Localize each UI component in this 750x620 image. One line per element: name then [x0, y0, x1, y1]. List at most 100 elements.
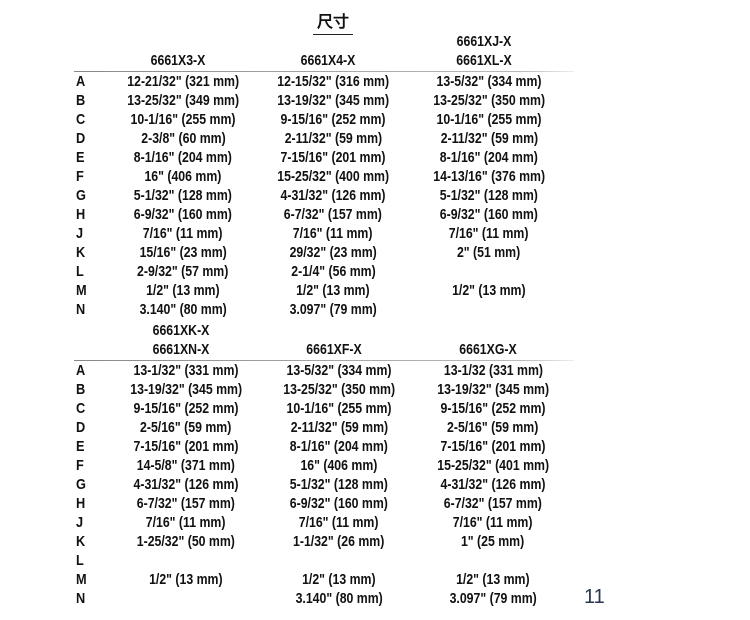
- dimension-cell: 2-5/16" (59 mm): [101, 418, 271, 437]
- row-label: D: [76, 130, 86, 147]
- dimension-value: 16" (406 mm): [300, 457, 378, 474]
- dimension-cell: 3.097" (79 mm): [248, 300, 418, 319]
- dimension-cell: 5-1/32" (128 mm): [98, 186, 268, 205]
- dimension-value: 3.097" (79 mm): [449, 590, 537, 607]
- dimension-cell: 1/2" (13 mm): [254, 570, 424, 589]
- dimension-cell: 10-1/16" (255 mm): [98, 110, 268, 129]
- dimension-value: 1/2" (13 mm): [146, 282, 220, 299]
- dimension-value: 7/16" (11 mm): [453, 514, 533, 531]
- dimension-value: 7/16" (11 mm): [143, 225, 223, 242]
- column-header-line: 6661X4-X: [300, 52, 356, 69]
- dimension-value: 9-15/16" (252 mm): [440, 400, 546, 417]
- dimension-cell: 1/2" (13 mm): [98, 281, 268, 300]
- dimension-cell: 15-25/32" (400 mm): [248, 167, 418, 186]
- table-row: E 7-15/16" (201 mm) 8-1/16" (204 mm) 7-15/1…: [74, 437, 574, 456]
- dimension-cell: 8-1/16" (204 mm): [404, 148, 574, 167]
- column-header-line: 6661XJ-X: [456, 33, 512, 50]
- dimension-cell: 6-9/32" (160 mm): [254, 494, 424, 513]
- dimension-cell: 1-1/32" (26 mm): [254, 532, 424, 551]
- column-header: 6661X3-X: [98, 51, 258, 70]
- dimension-cell: 2-11/32" (59 mm): [254, 418, 424, 437]
- dimension-value: 13-25/32" (350 mm): [283, 381, 395, 398]
- dimension-cell: 2-11/32" (59 mm): [404, 129, 574, 148]
- dimension-cell: [404, 262, 574, 281]
- dimension-value: 2-11/32" (59 mm): [440, 130, 538, 147]
- column-header: 6661XG-X: [408, 340, 568, 359]
- dimension-value: 5-1/32" (128 mm): [133, 187, 233, 204]
- column-header-line: 6661X3-X: [150, 52, 206, 69]
- dimension-cell: 13-25/32" (350 mm): [404, 91, 574, 110]
- dimension-cell: 1/2" (13 mm): [248, 281, 418, 300]
- dimension-value: 6-9/32" (160 mm): [133, 206, 233, 223]
- row-label: G: [76, 476, 86, 493]
- table-row: N 3.140" (80 mm) 3.097" (79 mm): [74, 589, 574, 608]
- dimension-cell: 1/2" (13 mm): [404, 281, 574, 300]
- row-label: M: [76, 571, 87, 588]
- header-divider: [74, 70, 574, 72]
- dimension-value: 14-13/16" (376 mm): [433, 168, 545, 185]
- dimension-value: 2-1/4" (56 mm): [290, 263, 376, 280]
- column-header: 6661XK-X 6661XN-X: [101, 321, 261, 359]
- table-row: G 5-1/32" (128 mm) 4-31/32" (126 mm) 5-1/32…: [74, 186, 574, 205]
- row-label: H: [76, 495, 86, 512]
- dimension-value: 6-9/32" (160 mm): [289, 495, 389, 512]
- dimension-value: 3.140" (80 mm): [139, 301, 227, 318]
- dimension-cell: 13-1/32 (331 mm): [408, 361, 578, 380]
- dimension-value: 1-25/32" (50 mm): [136, 533, 236, 550]
- section-title: 尺寸: [313, 8, 353, 35]
- dimension-cell: 12-21/32" (321 mm): [98, 72, 268, 91]
- row-label: B: [76, 381, 86, 398]
- row-label: K: [76, 533, 86, 550]
- dimension-value: 6-7/32" (157 mm): [283, 206, 383, 223]
- header-divider: [74, 359, 574, 361]
- row-label: K: [76, 244, 86, 261]
- dimension-value: 10-1/16" (255 mm): [436, 111, 542, 128]
- dimension-cell: 13-19/32" (345 mm): [101, 380, 271, 399]
- column-header-line: 6661XK-X: [152, 322, 210, 339]
- dimension-value: 13-5/32" (334 mm): [436, 73, 542, 90]
- dimension-cell: 13-19/32" (345 mm): [248, 91, 418, 110]
- dimension-value: 14-5/8" (371 mm): [136, 457, 236, 474]
- dimension-value: 15/16" (23 mm): [139, 244, 227, 261]
- dimension-cell: 13-5/32" (334 mm): [404, 72, 574, 91]
- dimension-value: 2-11/32" (59 mm): [290, 419, 388, 436]
- dimension-cell: 13-5/32" (334 mm): [254, 361, 424, 380]
- table-row: M 1/2" (13 mm) 1/2" (13 mm) 1/2" (13 mm): [74, 570, 574, 589]
- table-row: H 6-9/32" (160 mm) 6-7/32" (157 mm) 6-9/32"…: [74, 205, 574, 224]
- table-row: J 7/16" (11 mm) 7/16" (11 mm) 7/16" (11 mm): [74, 513, 574, 532]
- dimension-value: 2-9/32" (57 mm): [137, 263, 229, 280]
- dimension-value: 2-5/16" (59 mm): [447, 419, 539, 436]
- row-label: C: [76, 111, 86, 128]
- column-header-line: 6661XG-X: [459, 341, 517, 358]
- dimension-cell: 6-7/32" (157 mm): [248, 205, 418, 224]
- dimension-value: 29/32" (23 mm): [289, 244, 377, 261]
- dimension-cell: 9-15/16" (252 mm): [101, 399, 271, 418]
- table-row: B 13-25/32" (349 mm) 13-19/32" (345 mm) 13-…: [74, 91, 574, 110]
- dimension-value: 7/16" (11 mm): [299, 514, 379, 531]
- dimension-cell: 8-1/16" (204 mm): [254, 437, 424, 456]
- dimension-value: 2-5/16" (59 mm): [140, 419, 232, 436]
- dimension-cell: 7/16" (11 mm): [408, 513, 578, 532]
- dimension-cell: 2-1/4" (56 mm): [248, 262, 418, 281]
- dimension-value: 13-5/32" (334 mm): [286, 362, 392, 379]
- table-row: B 13-19/32" (345 mm) 13-25/32" (350 mm) 13-…: [74, 380, 574, 399]
- table-row: L: [74, 551, 574, 570]
- table-row: A 13-1/32" (331 mm) 13-5/32" (334 mm) 13-1/…: [74, 361, 574, 380]
- dimension-value: 12-15/32" (316 mm): [277, 73, 389, 90]
- dimension-cell: 15-25/32" (401 mm): [408, 456, 578, 475]
- dimension-value: 13-19/32" (345 mm): [277, 92, 389, 109]
- dimension-cell: 14-5/8" (371 mm): [101, 456, 271, 475]
- table-row: E 8-1/16" (204 mm) 7-15/16" (201 mm) 8-1/16…: [74, 148, 574, 167]
- dimension-cell: 7/16" (11 mm): [98, 224, 268, 243]
- column-header: 6661XJ-X 6661XL-X: [404, 32, 564, 70]
- row-label: F: [76, 457, 84, 474]
- dimension-cell: 6-9/32" (160 mm): [404, 205, 574, 224]
- dimension-value: 9-15/16" (252 mm): [280, 111, 386, 128]
- dimension-value: 3.097" (79 mm): [289, 301, 377, 318]
- dimension-cell: 13-25/32" (350 mm): [254, 380, 424, 399]
- dimension-value: 16" (406 mm): [144, 168, 222, 185]
- dimension-cell: 2-3/8" (60 mm): [98, 129, 268, 148]
- table-row: F 14-5/8" (371 mm) 16" (406 mm) 15-25/32" (…: [74, 456, 574, 475]
- dimension-cell: 7-15/16" (201 mm): [101, 437, 271, 456]
- dimensions-table-2: 6661XK-X 6661XN-X 6661XF-X 6661XG-X A 13-1/32…: [74, 321, 574, 608]
